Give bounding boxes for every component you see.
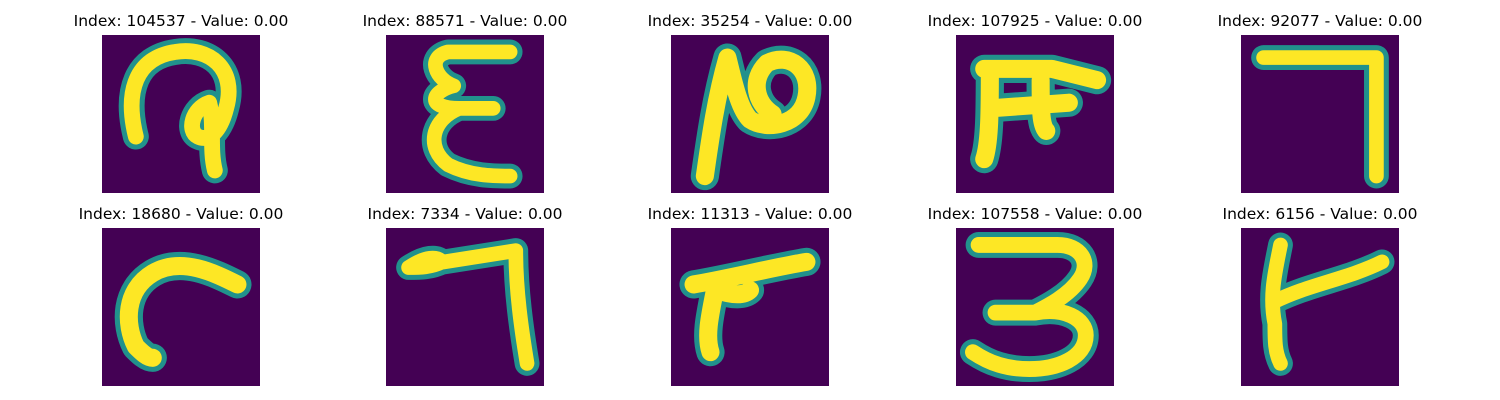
seven-hook-icon [386, 228, 544, 386]
panel-title: Index: 18680 - Value: 0.00 [78, 205, 284, 223]
seven-icon [1241, 35, 1399, 193]
image-tile [1241, 35, 1399, 193]
panel-9: Index: 107558 - Value: 0.00 [890, 205, 1180, 395]
panel-2: Index: 88571 - Value: 0.00 [320, 12, 610, 202]
three-icon [956, 228, 1114, 386]
n-curl-icon [671, 35, 829, 193]
panel-title: Index: 107558 - Value: 0.00 [927, 205, 1143, 223]
image-tile [1241, 228, 1399, 386]
panel-6: Index: 18680 - Value: 0.00 [36, 205, 326, 395]
panel-title: Index: 11313 - Value: 0.00 [647, 205, 853, 223]
image-tile [386, 35, 544, 193]
panel-title: Index: 107925 - Value: 0.00 [927, 12, 1143, 30]
epsilon-icon [386, 35, 544, 193]
image-tile [671, 35, 829, 193]
image-tile [386, 228, 544, 386]
panel-8: Index: 11313 - Value: 0.00 [605, 205, 895, 395]
image-tile [102, 35, 260, 193]
panel-1: Index: 104537 - Value: 0.00 [36, 12, 326, 202]
image-tile [671, 228, 829, 386]
y-shape-icon [1241, 228, 1399, 386]
panel-title: Index: 104537 - Value: 0.00 [73, 12, 289, 30]
panel-title: Index: 7334 - Value: 0.00 [367, 205, 563, 223]
panel-title: Index: 88571 - Value: 0.00 [362, 12, 568, 30]
panel-4: Index: 107925 - Value: 0.00 [890, 12, 1180, 202]
pi-hook-icon [956, 35, 1114, 193]
image-tile [956, 35, 1114, 193]
slanted-seven-icon [671, 228, 829, 386]
image-tile [956, 228, 1114, 386]
panel-title: Index: 6156 - Value: 0.00 [1222, 205, 1418, 223]
panel-5: Index: 92077 - Value: 0.00 [1175, 12, 1465, 202]
panel-10: Index: 6156 - Value: 0.00 [1175, 205, 1465, 395]
image-tile [102, 228, 260, 386]
panel-7: Index: 7334 - Value: 0.00 [320, 205, 610, 395]
panel-title: Index: 35254 - Value: 0.00 [647, 12, 853, 30]
panel-title: Index: 92077 - Value: 0.00 [1217, 12, 1423, 30]
panel-3: Index: 35254 - Value: 0.00 [605, 12, 895, 202]
c-curve-icon [102, 228, 260, 386]
loop-hook-icon [102, 35, 260, 193]
